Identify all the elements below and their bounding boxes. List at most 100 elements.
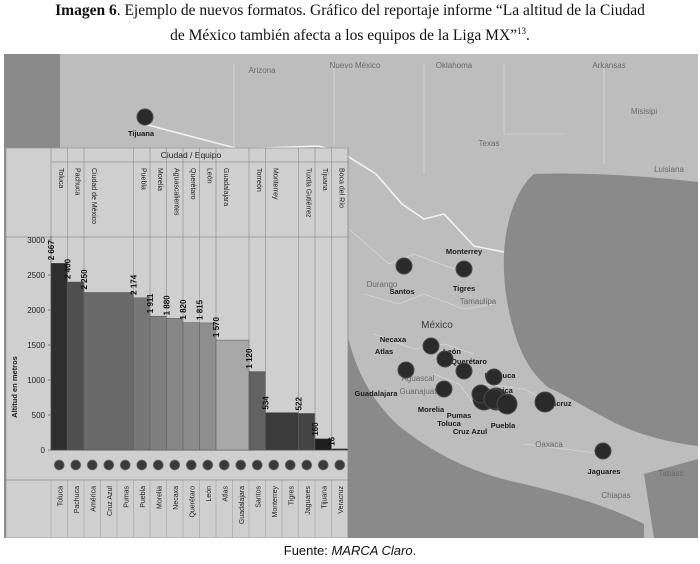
team-label-guadalajara: Guadalajara [239,486,246,524]
marker-pachuca-icon[interactable] [485,368,503,386]
caption-label: Imagen 6 [55,2,117,19]
bar-morelia[interactable] [149,315,167,451]
pacific-coast-south [344,314,644,538]
figure: Arizona Nuevo México Oklahoma Arkansas Texas… [4,54,698,538]
city-header-torreon: Torreón [255,168,262,192]
map-place-misisipi: Misisipi [631,107,657,116]
bar-leon[interactable] [199,322,217,451]
value-label-leon: 1 815 [196,299,205,320]
y-tick-label: 2000 [27,306,45,315]
bar-ciudad-de-mexico[interactable] [83,292,134,451]
value-label-tijuana: 160 [311,422,320,436]
gulf-of-mexico [503,173,698,446]
city-header-guadalajara: Guadalajara [222,168,229,206]
marker-tijuana-icon[interactable] [136,108,154,126]
team-label-atlas: Atlas [222,486,229,502]
bar-queretaro[interactable] [182,322,200,451]
value-label-torreon: 1 120 [245,348,254,369]
city-header-monterrey: Monterrey [272,168,279,200]
marker-atlas-icon[interactable] [422,337,440,355]
team-logo-pachuca-icon [70,459,82,471]
team-label-queretaro: Querétaro [189,486,196,518]
value-label-boca-del-rio: 16 [328,436,337,445]
city-header-ciudad-de-mexico: Ciudad de México [90,168,97,224]
city-header-morelia: Morelia [156,168,163,191]
team-label-pachuca: Pachuca [74,486,81,513]
y-axis-label: Altitud en metros [10,356,19,418]
team-logo-tijuana-icon [317,459,329,471]
team-logo-cruz-azul-icon [103,459,115,471]
map-place-oaxaca: Oaxaca [535,440,563,449]
bar-boca-del-rio[interactable] [331,448,349,451]
caption-text-2: de México también afecta a los equipos d… [170,27,518,45]
team-label-leon: León [206,486,213,502]
city-header-tijuana: Tijuana [321,168,328,191]
altitude-chart: Ciudad / Equipo Altitud en metros 0 500 10… [5,147,349,538]
bar-puebla[interactable] [133,297,151,451]
marker-guadalajara-icon[interactable] [397,361,415,379]
value-label-queretaro: 1 820 [179,299,188,320]
map-place-aguascal: Aguascal [402,374,435,383]
caption-line-2: de México también afecta a los equipos d… [0,21,700,46]
city-header-queretaro: Querétaro [189,168,196,200]
team-label-america: América [90,486,97,512]
team-label-tijuana: Tijuana [321,486,328,509]
marker-leon-icon[interactable] [436,350,454,368]
map-city-atlas: Atlas [375,347,393,356]
map-place-durango: Durango [367,280,398,289]
bar-aguascalientes[interactable] [166,318,184,451]
team-label-necaxa: Necaxa [173,486,180,510]
map-place-nuevo-mexico: Nuevo México [330,61,381,70]
value-label-morelia: 1 911 [146,293,155,313]
team-logo-pumas-icon [119,459,131,471]
map-city-jaguares: Jaguares [588,467,621,476]
caribbean-sea [644,459,698,538]
caption-line-1: Imagen 6. Ejemplo de nuevos formatos. Gr… [0,0,700,21]
bar-pachuca[interactable] [67,281,85,451]
map-place-arizona: Arizona [248,66,276,75]
value-label-tuxtla-gutierrez: 522 [295,397,304,411]
city-header-puebla: Puebla [140,168,147,190]
marker-santos-icon[interactable] [395,257,413,275]
marker-puebla-icon[interactable] [496,393,518,415]
caption-text-1: . Ejemplo de nuevos formatos. Gráfico de… [116,2,645,19]
team-logo-america-icon [86,459,98,471]
team-logo-jaguares-icon [301,459,313,471]
team-label-toluca: Toluca [57,486,64,506]
team-label-morelia: Morelia [156,486,163,509]
marker-veracruz-icon[interactable] [534,391,556,413]
map-city-cruz-azul: Cruz Azul [453,427,487,436]
team-label-pumas: Pumas [123,486,130,508]
bar-toluca[interactable] [50,263,68,451]
team-logo-tigres-icon [284,459,296,471]
marker-morelia-icon[interactable] [435,380,453,398]
map-labels: Arizona Nuevo México Oklahoma Arkansas Texas… [128,61,685,500]
source-line: Fuente: MARCA Claro. [0,543,700,558]
team-logo-necaxa-icon [169,459,181,471]
bar-torreon[interactable] [248,371,266,451]
map-city-guadalajara: Guadalajara [355,389,399,398]
team-logo-guadalajara-icon [235,459,247,471]
map-place-luisiana: Luisiana [654,165,684,174]
map-city-veracruz: Veracruz [540,399,572,408]
marker-jaguares-icon[interactable] [594,442,612,460]
y-tick-label: 1000 [27,376,45,385]
map-city-toluca: Toluca [437,419,461,428]
figure-caption: Imagen 6. Ejemplo de nuevos formatos. Gr… [0,0,700,50]
city-header-tuxtla-gutierrez: Tuxtla Gutiérrez [305,168,312,218]
team-label-tigres: Tigres [288,486,295,506]
team-label-cruz-azul: Cruz Azul [107,486,114,516]
y-tick-label: 2500 [27,271,45,280]
y-tick-label: 0 [41,446,46,455]
city-header-pachuca: Pachuca [74,168,81,195]
marker-queretaro-icon[interactable] [455,362,473,380]
team-label-puebla: Puebla [140,486,147,508]
value-label-monterrey: 534 [262,396,271,410]
team-label-santos: Santos [255,486,262,508]
y-tick-label: 1500 [27,341,45,350]
bar-monterrey[interactable] [265,412,299,451]
bar-guadalajara[interactable] [215,339,250,451]
team-label-jaguares: Jaguares [305,486,312,515]
marker-monterrey-icon[interactable] [455,260,473,278]
map-city-pumas: Pumas [447,411,472,420]
